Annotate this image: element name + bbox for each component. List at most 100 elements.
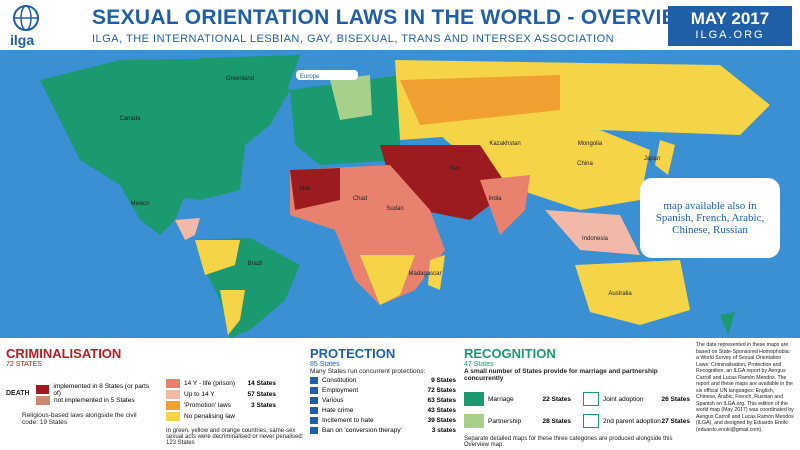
logo-globe bbox=[13, 5, 39, 31]
legend-count: 63 States bbox=[427, 396, 456, 404]
section-subtitle: A small number of States provide for mar… bbox=[464, 368, 658, 382]
southeast-asia bbox=[545, 210, 640, 255]
site: ILGA.ORG bbox=[695, 29, 765, 41]
header: ilga SEXUAL ORIENTATION LAWS IN THE WORL… bbox=[0, 0, 800, 50]
legend-count: 72 States bbox=[427, 386, 456, 394]
country-label: Brazil bbox=[247, 261, 262, 267]
date-box: MAY 2017 ILGA.ORG bbox=[668, 6, 792, 46]
legend-text: Up to 14 Y bbox=[184, 391, 215, 398]
legend-icon bbox=[310, 406, 318, 414]
legend-count: 22 States bbox=[542, 395, 571, 403]
scandinavia bbox=[330, 75, 372, 120]
country-label: Mali bbox=[299, 186, 310, 192]
map-note: map available also in Spanish, French, A… bbox=[640, 178, 780, 258]
country-label: Madagascar bbox=[408, 271, 441, 277]
caribbean bbox=[175, 218, 200, 240]
legend-text: Incitement to hate bbox=[322, 416, 374, 424]
legend-count: 57 States bbox=[247, 391, 276, 398]
protection-row: Employment 72 States bbox=[310, 385, 456, 395]
legend-text: implemented in 8 States (or parts of) bbox=[53, 382, 150, 397]
central-asia bbox=[440, 130, 650, 210]
europe-inset-label: Europe bbox=[300, 74, 320, 80]
india bbox=[480, 175, 530, 235]
country-label: Japan bbox=[644, 156, 660, 162]
country-label: India bbox=[488, 196, 502, 202]
section-count: 85 States bbox=[310, 361, 340, 368]
legend-count: 14 States bbox=[247, 380, 276, 387]
north-africa bbox=[290, 168, 340, 210]
legend-count: 39 States bbox=[427, 416, 456, 424]
section-subtitle: Many States run concurrent protections: bbox=[310, 368, 426, 375]
legend-count: 3 States bbox=[251, 402, 276, 409]
greenland bbox=[200, 55, 300, 112]
protection-row: Hate crime 43 States bbox=[310, 405, 456, 415]
legend-text: Joint adoption bbox=[603, 395, 644, 403]
legend-icon bbox=[310, 386, 318, 394]
country-label: Kazakhstan bbox=[489, 141, 520, 147]
legend-text: Partnership bbox=[488, 417, 522, 425]
protection-row: Constitution 9 States bbox=[310, 375, 456, 385]
legend-text: 14 Y - life (prison) bbox=[184, 380, 236, 387]
legend-text: Marriage bbox=[488, 395, 514, 403]
mexico bbox=[120, 185, 185, 235]
subtitle: ILGA, THE INTERNATIONAL LESBIAN, GAY, BI… bbox=[92, 33, 615, 45]
section-footer: Separate detailed maps for these three c… bbox=[464, 436, 673, 448]
legend-icon bbox=[310, 426, 318, 434]
legend-text: not implemented in 5 States bbox=[54, 397, 135, 404]
protection-rows: Constitution 9 States Employment 72 States V… bbox=[310, 375, 456, 435]
recognition-panel: RECOGNITION 47 States A small number of … bbox=[464, 346, 690, 448]
penalty-rows: 14 Y - life (prison) 14 States Up to 14 Y… bbox=[166, 378, 276, 422]
legend-text: Constitution bbox=[322, 376, 357, 384]
russia-west bbox=[400, 75, 560, 125]
section-title: RECOGNITION bbox=[464, 346, 556, 361]
title: SEXUAL ORIENTATION LAWS IN THE WORLD - O… bbox=[92, 6, 697, 29]
country-label: Mexico bbox=[130, 201, 150, 207]
legend-text: Employment bbox=[322, 386, 359, 394]
australia bbox=[575, 260, 690, 325]
legend-count: 3 states bbox=[431, 426, 456, 434]
country-label: Mongolia bbox=[578, 141, 603, 147]
legend-count: 26 States bbox=[661, 395, 690, 403]
legend-count: 27 States bbox=[661, 417, 690, 425]
country-label: Greenland bbox=[226, 76, 254, 82]
southern-cone bbox=[220, 290, 245, 335]
section-count: 72 STATES bbox=[6, 361, 42, 368]
country-label: Indonesia bbox=[582, 236, 609, 242]
protection-panel: PROTECTION 85 States Many States run con… bbox=[310, 346, 456, 435]
new-zealand bbox=[720, 312, 735, 335]
legend-text: Various bbox=[322, 396, 344, 404]
legend-text: No penalising law bbox=[184, 413, 235, 420]
legend-text: 'Promotion' laws bbox=[184, 402, 231, 409]
japan bbox=[655, 140, 675, 175]
europe bbox=[290, 75, 400, 165]
legend-count: 43 States bbox=[427, 406, 456, 414]
legend-text: Hate crime bbox=[322, 406, 354, 414]
legend-icon bbox=[310, 396, 318, 404]
footnote: In green, yellow and orange countries, s… bbox=[166, 428, 304, 446]
info-text: The data represented in these maps are b… bbox=[696, 342, 794, 433]
legend-text: Ban on 'conversion therapy' bbox=[322, 426, 402, 434]
legend-icon bbox=[310, 376, 318, 384]
legend-text: 2nd parent adoption bbox=[603, 417, 661, 425]
legend-count: 28 States bbox=[542, 417, 571, 425]
country-label: China bbox=[577, 161, 593, 167]
date: MAY 2017 bbox=[690, 9, 770, 28]
logo: ilga bbox=[10, 32, 35, 48]
andean bbox=[195, 240, 240, 275]
criminalisation-panel: CRIMINALISATION 72 STATES DEATH implemen… bbox=[6, 346, 303, 446]
legend-count: 9 States bbox=[431, 376, 456, 384]
section-count: 47 States bbox=[464, 361, 494, 368]
europe-inset bbox=[296, 70, 358, 80]
death-rows: implemented in 8 States (or parts of) no… bbox=[36, 382, 154, 406]
protection-row: Incitement to hate 39 States bbox=[310, 415, 456, 425]
country-label: Canada bbox=[119, 116, 141, 122]
section-title: PROTECTION bbox=[310, 346, 396, 361]
death-label: DEATH bbox=[6, 390, 30, 397]
protection-row: Ban on 'conversion therapy' 3 states bbox=[310, 425, 456, 435]
protection-row: Various 63 States bbox=[310, 395, 456, 405]
country-label: Iran bbox=[450, 166, 460, 172]
legend-icon bbox=[310, 416, 318, 424]
country-label: Australia bbox=[608, 291, 632, 297]
southern-africa bbox=[360, 255, 415, 305]
